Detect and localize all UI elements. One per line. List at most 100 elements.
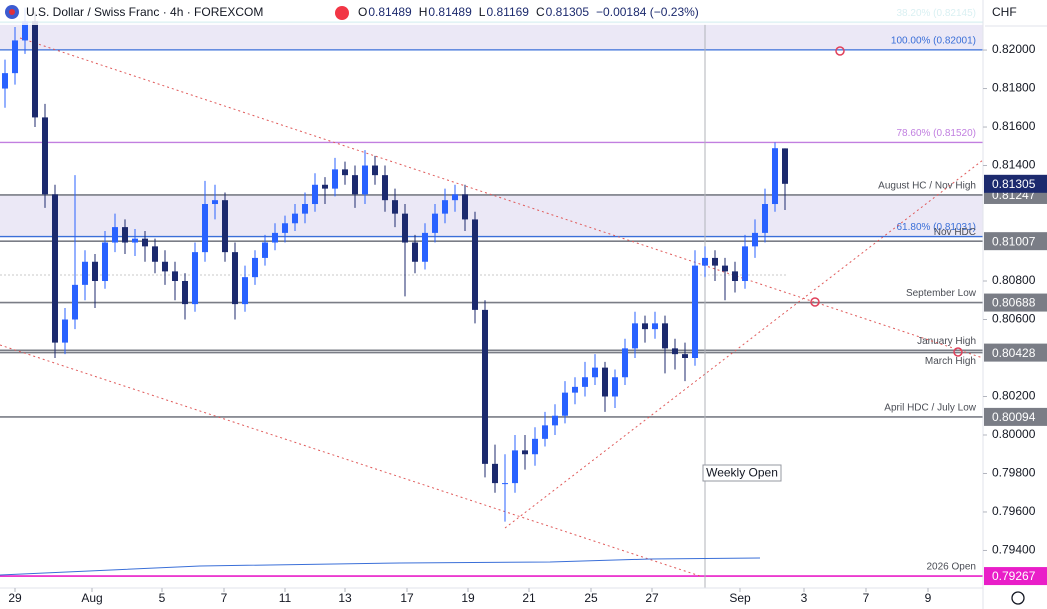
candle-body bbox=[552, 415, 558, 426]
candle-body bbox=[92, 261, 98, 282]
candle-body bbox=[292, 213, 298, 224]
y-tick-label: 0.81800 bbox=[992, 81, 1036, 95]
candle-body bbox=[62, 319, 68, 343]
candle-body bbox=[112, 227, 118, 243]
ohlc-value: 0.81489 bbox=[428, 5, 472, 19]
candle-body bbox=[722, 265, 728, 272]
candle-body bbox=[582, 377, 588, 387]
marker bbox=[953, 347, 963, 357]
candle-body bbox=[132, 238, 138, 243]
weekly-open-label: Weekly Open bbox=[706, 466, 778, 480]
candle-body bbox=[72, 284, 78, 320]
price-tag bbox=[984, 232, 1047, 251]
candle-body bbox=[272, 232, 278, 243]
candle-body bbox=[362, 165, 368, 195]
candle-body bbox=[772, 148, 778, 205]
ohlc-value: 0.81305 bbox=[546, 5, 590, 19]
level-label: September Low bbox=[906, 288, 977, 299]
alert-icon[interactable] bbox=[335, 6, 349, 20]
last-price-label: 0.81305 bbox=[992, 177, 1036, 191]
ohlc-letter: H bbox=[419, 5, 428, 19]
candle-body bbox=[302, 204, 308, 214]
candle-body bbox=[612, 377, 618, 397]
candle-body bbox=[452, 194, 458, 201]
candle-body bbox=[102, 242, 108, 282]
candle-body bbox=[602, 367, 608, 397]
candle-body bbox=[752, 232, 758, 247]
candle-body bbox=[622, 348, 628, 378]
y-tick-label: 0.80200 bbox=[992, 389, 1036, 403]
candle-body bbox=[672, 348, 678, 355]
price-tag-label: 0.79267 bbox=[992, 569, 1036, 583]
candle-body bbox=[472, 219, 478, 310]
ohlc-letter: C bbox=[536, 5, 545, 19]
ohlc-value: 0.81169 bbox=[486, 5, 529, 19]
y-tick-label: 0.80600 bbox=[992, 312, 1036, 326]
price-tag bbox=[984, 567, 1047, 586]
level-label: April HDC / July Low bbox=[884, 403, 976, 414]
candle-body bbox=[12, 40, 18, 74]
x-tick-label: 7 bbox=[863, 591, 870, 605]
x-tick-label: Aug bbox=[81, 591, 102, 605]
ohlc-legend: O 0.81489 H 0.81489 L 0.81169 C 0.81305 −0.00184… bbox=[358, 5, 699, 19]
x-tick-label: 3 bbox=[801, 591, 808, 605]
y-tick-label: 0.81400 bbox=[992, 158, 1036, 172]
candle-body bbox=[282, 223, 288, 233]
price-tag bbox=[984, 343, 1047, 362]
level-label: 100.00% (0.82001) bbox=[891, 35, 976, 46]
x-tick-label: 29 bbox=[8, 591, 22, 605]
candle-body bbox=[572, 386, 578, 393]
ohlc-letter: O bbox=[358, 5, 367, 19]
candle-body bbox=[312, 184, 318, 205]
level-label: March High bbox=[925, 356, 976, 367]
candle-body bbox=[562, 392, 568, 416]
x-tick-label: Sep bbox=[729, 591, 751, 605]
symbol-title: U.S. Dollar / Swiss Franc · 4h · FOREXCO… bbox=[26, 5, 263, 19]
weekly-open-box bbox=[702, 464, 782, 482]
candle-body bbox=[252, 257, 258, 278]
candle-body bbox=[712, 257, 718, 266]
candle-body bbox=[342, 169, 348, 176]
y-tick-label: 0.79800 bbox=[992, 466, 1036, 480]
candle-body bbox=[402, 213, 408, 243]
x-tick-label: 11 bbox=[279, 591, 292, 605]
candle-body bbox=[782, 148, 788, 184]
candle-body bbox=[432, 213, 438, 233]
candle-body bbox=[172, 271, 178, 282]
level-label: August HC / Nov High bbox=[878, 181, 976, 192]
x-tick-label: 5 bbox=[159, 591, 166, 605]
ohlc-value: 0.81489 bbox=[368, 5, 412, 19]
price-tag-label: 0.80094 bbox=[992, 410, 1036, 424]
y-tick-label: 0.79400 bbox=[992, 543, 1036, 557]
price-axis: 0.82000 0.81800 0.81600 0.81400 0.80800 0.806… bbox=[8, 42, 1047, 605]
candle-body bbox=[232, 252, 238, 305]
level-label: 61.80% (0.81031) bbox=[896, 222, 976, 233]
candle-body bbox=[212, 200, 218, 205]
settings-icon[interactable] bbox=[1011, 591, 1025, 605]
price-tag-label: 0.80688 bbox=[992, 296, 1036, 310]
candle-body bbox=[462, 194, 468, 220]
candle-body bbox=[512, 450, 518, 484]
candle-body bbox=[502, 483, 508, 485]
x-tick-label: 21 bbox=[522, 591, 536, 605]
candle-body bbox=[642, 323, 648, 330]
currency[interactable]: CHF bbox=[992, 5, 1017, 19]
zones bbox=[0, 22, 983, 237]
candle-body bbox=[382, 175, 388, 201]
y-tick-label: 0.80800 bbox=[992, 273, 1036, 287]
x-tick-label: 19 bbox=[461, 591, 475, 605]
candle-body bbox=[732, 271, 738, 282]
y-tick-label: 0.82000 bbox=[992, 42, 1036, 56]
level-label: January High bbox=[917, 336, 976, 347]
candle-body bbox=[522, 450, 528, 455]
x-tick-label: 7 bbox=[221, 591, 228, 605]
candle-body bbox=[492, 463, 498, 484]
candle-body bbox=[202, 204, 208, 253]
candle-body bbox=[182, 281, 188, 305]
price-tag bbox=[984, 293, 1047, 312]
candle-body bbox=[352, 175, 358, 195]
candle-body bbox=[2, 73, 8, 89]
x-tick-label: 17 bbox=[400, 591, 414, 605]
candle-body bbox=[162, 261, 168, 272]
